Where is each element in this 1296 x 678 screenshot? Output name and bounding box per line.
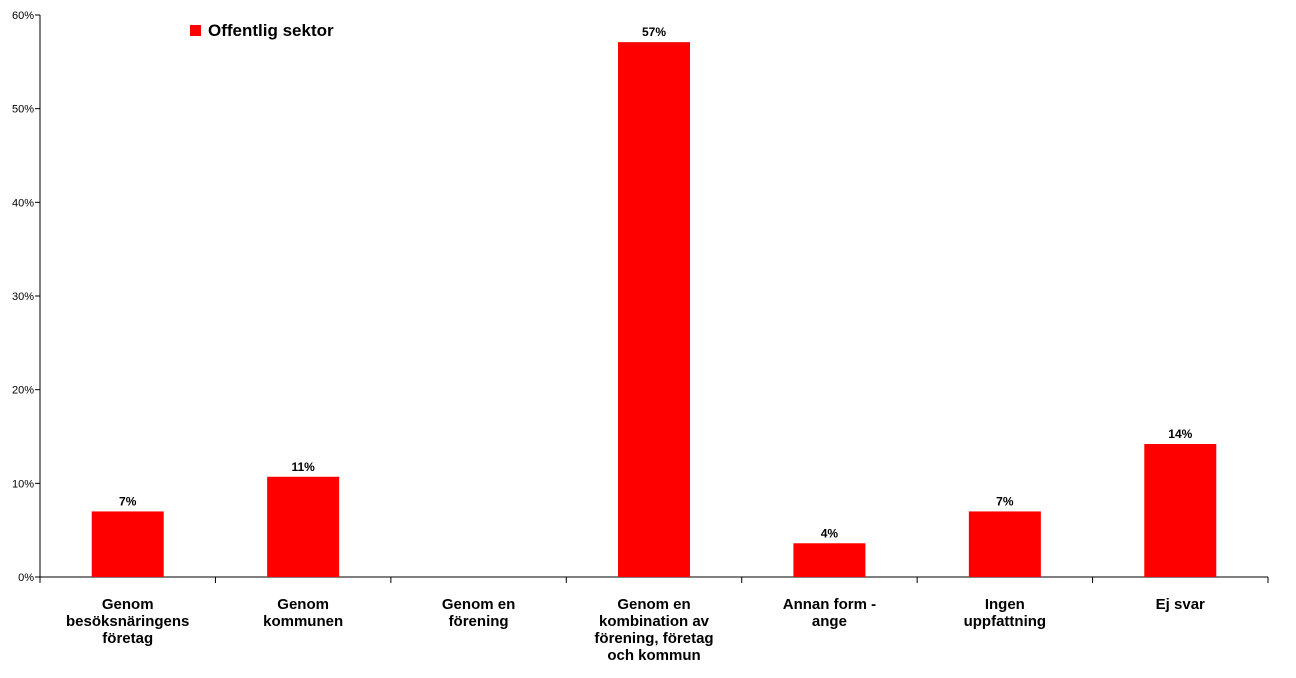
x-category-label: Genom en [617, 596, 690, 613]
y-tick-label: 40% [12, 197, 34, 209]
y-tick-label: 50% [12, 104, 34, 116]
bar [267, 476, 340, 577]
data-label: 11% [291, 460, 315, 474]
x-category-label: Genom [277, 596, 329, 613]
y-tick-label: 10% [12, 478, 34, 490]
x-category-label: Ingen [985, 596, 1025, 613]
data-label: 4% [821, 526, 839, 540]
y-tick-label: 30% [12, 291, 34, 303]
data-label: 7% [119, 494, 137, 508]
x-category-label: förening, företag [594, 630, 713, 647]
x-category-label: besöksnäringens [66, 613, 189, 630]
x-category-label: Genom en [442, 596, 515, 613]
data-label: 7% [996, 494, 1014, 508]
data-label: 14% [1168, 427, 1192, 441]
bar [1144, 443, 1217, 577]
x-category-label: och kommun [607, 647, 700, 664]
legend-label: Offentlig sektor [208, 21, 334, 40]
category-labels: GenombesöksnäringensföretagGenomkommunen… [66, 596, 1205, 664]
x-axis [39, 576, 1269, 583]
bar [793, 543, 866, 577]
x-category-label: Annan form - [783, 596, 876, 613]
data-label: 57% [642, 25, 666, 39]
x-category-label: Genom [102, 596, 154, 613]
x-category-label: förening [449, 613, 509, 630]
x-category-label: uppfattning [964, 613, 1046, 630]
y-tick-label: 20% [12, 385, 34, 397]
bar [91, 511, 164, 577]
x-category-label: ange [812, 613, 847, 630]
y-tick-label: 0% [18, 572, 34, 584]
x-category-label: Ej svar [1156, 596, 1205, 613]
bar [618, 42, 690, 578]
x-category-label: kombination av [599, 613, 710, 630]
y-tick-label: 60% [12, 10, 34, 22]
legend-swatch [190, 25, 201, 36]
x-category-label: företag [102, 630, 153, 647]
bar [968, 511, 1041, 577]
legend: Offentlig sektor [190, 21, 334, 40]
x-category-label: kommunen [263, 613, 343, 630]
bars [91, 42, 1217, 578]
data-labels: 7% 11% 57% 4% 7% 14% [119, 25, 1193, 540]
y-axis: 0% 10% 20% 30% 40% 50% 60% [12, 10, 41, 584]
